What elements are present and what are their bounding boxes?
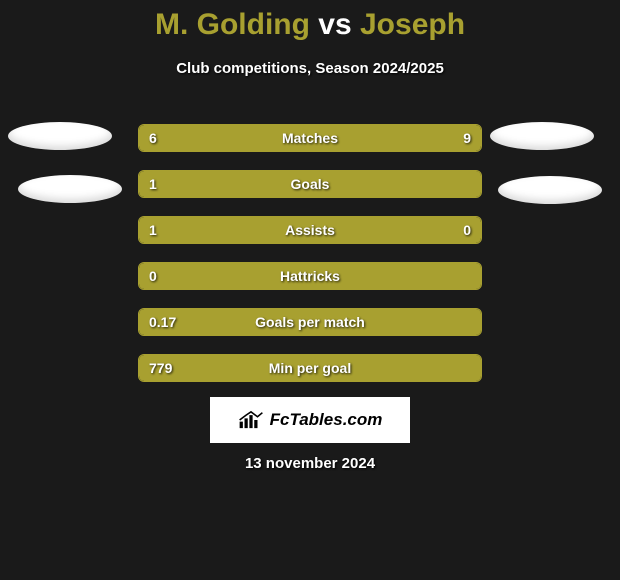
bar-label: Assists	[139, 217, 481, 243]
bar-label: Hattricks	[139, 263, 481, 289]
stat-bar: 0.17Goals per match	[138, 308, 482, 336]
watermark-text: FcTables.com	[270, 410, 383, 430]
chart-icon	[238, 409, 264, 431]
title-vs: vs	[318, 8, 351, 41]
subtitle: Club competitions, Season 2024/2025	[0, 60, 620, 77]
bar-label: Goals per match	[139, 309, 481, 335]
team-oval	[498, 176, 602, 204]
stat-bar: 69Matches	[138, 124, 482, 152]
bar-label: Min per goal	[139, 355, 481, 381]
stat-bar: 1Goals	[138, 170, 482, 198]
stat-bar: 0Hattricks	[138, 262, 482, 290]
title-player-right: Joseph	[360, 8, 465, 41]
bar-label: Matches	[139, 125, 481, 151]
bar-label: Goals	[139, 171, 481, 197]
stat-bar: 10Assists	[138, 216, 482, 244]
stat-bar: 779Min per goal	[138, 354, 482, 382]
comparison-bars: 69Matches 1Goals 10Assists 0Hattricks 0.17Go…	[138, 124, 482, 400]
team-oval	[18, 175, 122, 203]
date-line: 13 november 2024	[0, 455, 620, 472]
title-player-left: M. Golding	[155, 8, 310, 41]
team-oval	[8, 122, 112, 150]
page-title: M. Golding vs Joseph	[0, 0, 620, 42]
watermark: FcTables.com	[210, 397, 410, 443]
team-oval	[490, 122, 594, 150]
